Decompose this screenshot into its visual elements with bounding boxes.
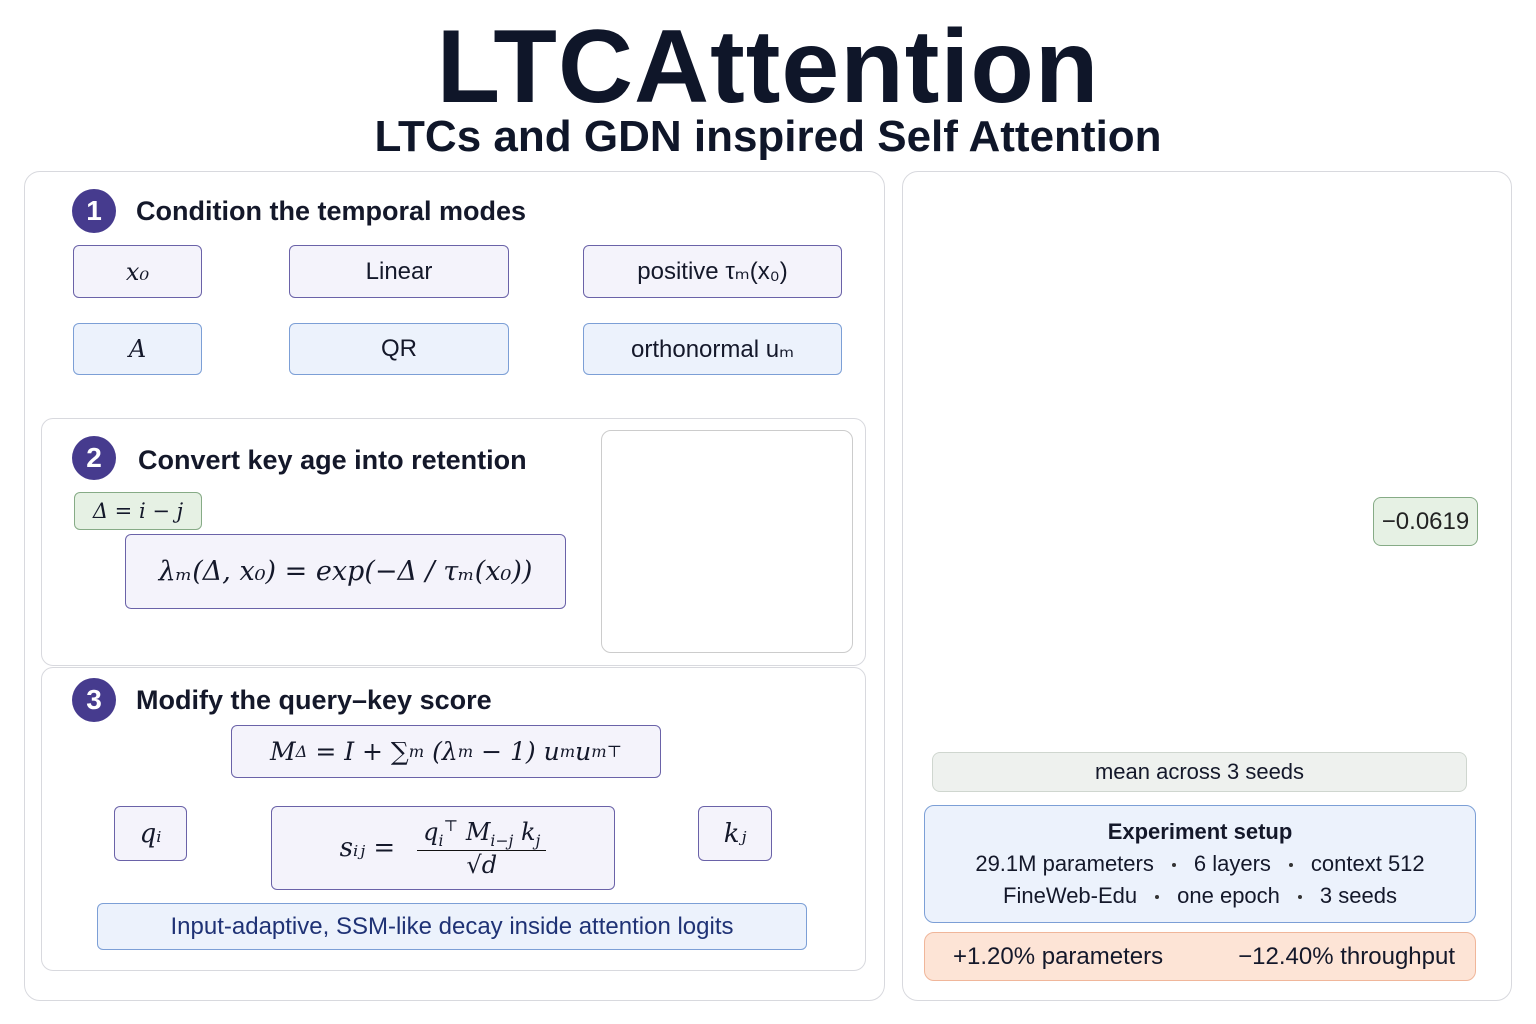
formula-part: = I + ∑ xyxy=(307,737,409,766)
setup-item: context 512 xyxy=(1310,851,1425,876)
retention-formula: λₘ(Δ, x₀) = exp(−Δ / τₘ(x₀)) xyxy=(125,534,566,609)
setup-item: 3 seeds xyxy=(1319,883,1397,908)
output-box: positive τₘ(x₀) xyxy=(583,245,842,298)
query-box: qᵢ xyxy=(114,806,187,861)
op-box: Linear xyxy=(289,245,509,298)
fraction: qi⊤ Mi−j kj √d xyxy=(417,817,547,879)
separator xyxy=(1288,863,1293,868)
score-box: sᵢⱼ = qi⊤ Mi−j kj √d xyxy=(271,806,615,890)
setup-item: 6 layers xyxy=(1193,851,1271,876)
step-number: 3 xyxy=(72,678,116,722)
formula-part: m xyxy=(408,742,425,761)
formula-part: m xyxy=(457,742,474,761)
setup-row: FineWeb-Edu one epoch 3 seeds xyxy=(1003,883,1397,909)
score-lhs: sᵢⱼ = xyxy=(339,833,396,863)
score-numerator: qi⊤ Mi−j kj xyxy=(417,817,547,851)
chart-note: mean across 3 seeds xyxy=(932,752,1467,792)
formula-part: m xyxy=(559,742,576,761)
age-box: Δ = i − j xyxy=(74,492,202,530)
output-box: orthonormal uₘ xyxy=(583,323,842,375)
summary-note: Input-adaptive, SSM-like decay inside at… xyxy=(97,903,807,950)
formula-part: ⊤ xyxy=(606,742,622,761)
input-box: A xyxy=(73,323,202,375)
setup-item: 29.1M parameters xyxy=(975,851,1154,876)
cost-item: −12.40% throughput xyxy=(1238,942,1455,970)
setup-box: Experiment setup 29.1M parameters 6 layer… xyxy=(924,805,1476,923)
formula-part: k xyxy=(513,818,536,847)
setup-item: FineWeb-Edu xyxy=(1003,883,1138,908)
formula-part: Δ xyxy=(295,742,308,761)
op-box: QR xyxy=(289,323,509,375)
score-denominator: √d xyxy=(466,850,498,879)
setup-item: one epoch xyxy=(1177,883,1280,908)
page-subtitle: LTCs and GDN inspired Self Attention xyxy=(374,112,1162,161)
formula-part: M xyxy=(270,737,296,766)
delta-annotation: −0.0619 xyxy=(1373,497,1478,546)
step-title: Modify the query–key score xyxy=(136,685,492,715)
separator xyxy=(1171,863,1176,868)
page-title: LTCAttention xyxy=(436,9,1100,125)
input-box: x₀ xyxy=(73,245,202,298)
step-title: Condition the temporal modes xyxy=(136,196,527,226)
separator xyxy=(1297,895,1302,900)
formula-part: ⊤ xyxy=(443,817,459,836)
cost-box: +1.20% parameters −12.40% throughput xyxy=(924,932,1476,981)
formula-part: i−j xyxy=(490,831,514,850)
step-number: 2 xyxy=(72,436,116,480)
formula-part: − 1) u xyxy=(473,737,560,766)
formula-part: m xyxy=(591,742,607,761)
step-title: Convert key age into retention xyxy=(138,445,527,475)
key-box: kⱼ xyxy=(698,806,772,861)
separator xyxy=(1155,895,1160,900)
setup-title: Experiment setup xyxy=(1107,819,1293,844)
formula-part: u xyxy=(575,737,592,766)
formula-part: (λ xyxy=(424,737,458,766)
formula-part: i xyxy=(438,831,444,850)
retention-plot xyxy=(601,430,853,653)
formula-part: j xyxy=(535,831,541,850)
formula-part: M xyxy=(458,818,491,847)
cost-item: +1.20% parameters xyxy=(953,942,1164,970)
step-number: 1 xyxy=(72,189,116,233)
formula-part: q xyxy=(423,818,439,847)
setup-row: 29.1M parameters 6 layers context 512 xyxy=(975,851,1424,877)
